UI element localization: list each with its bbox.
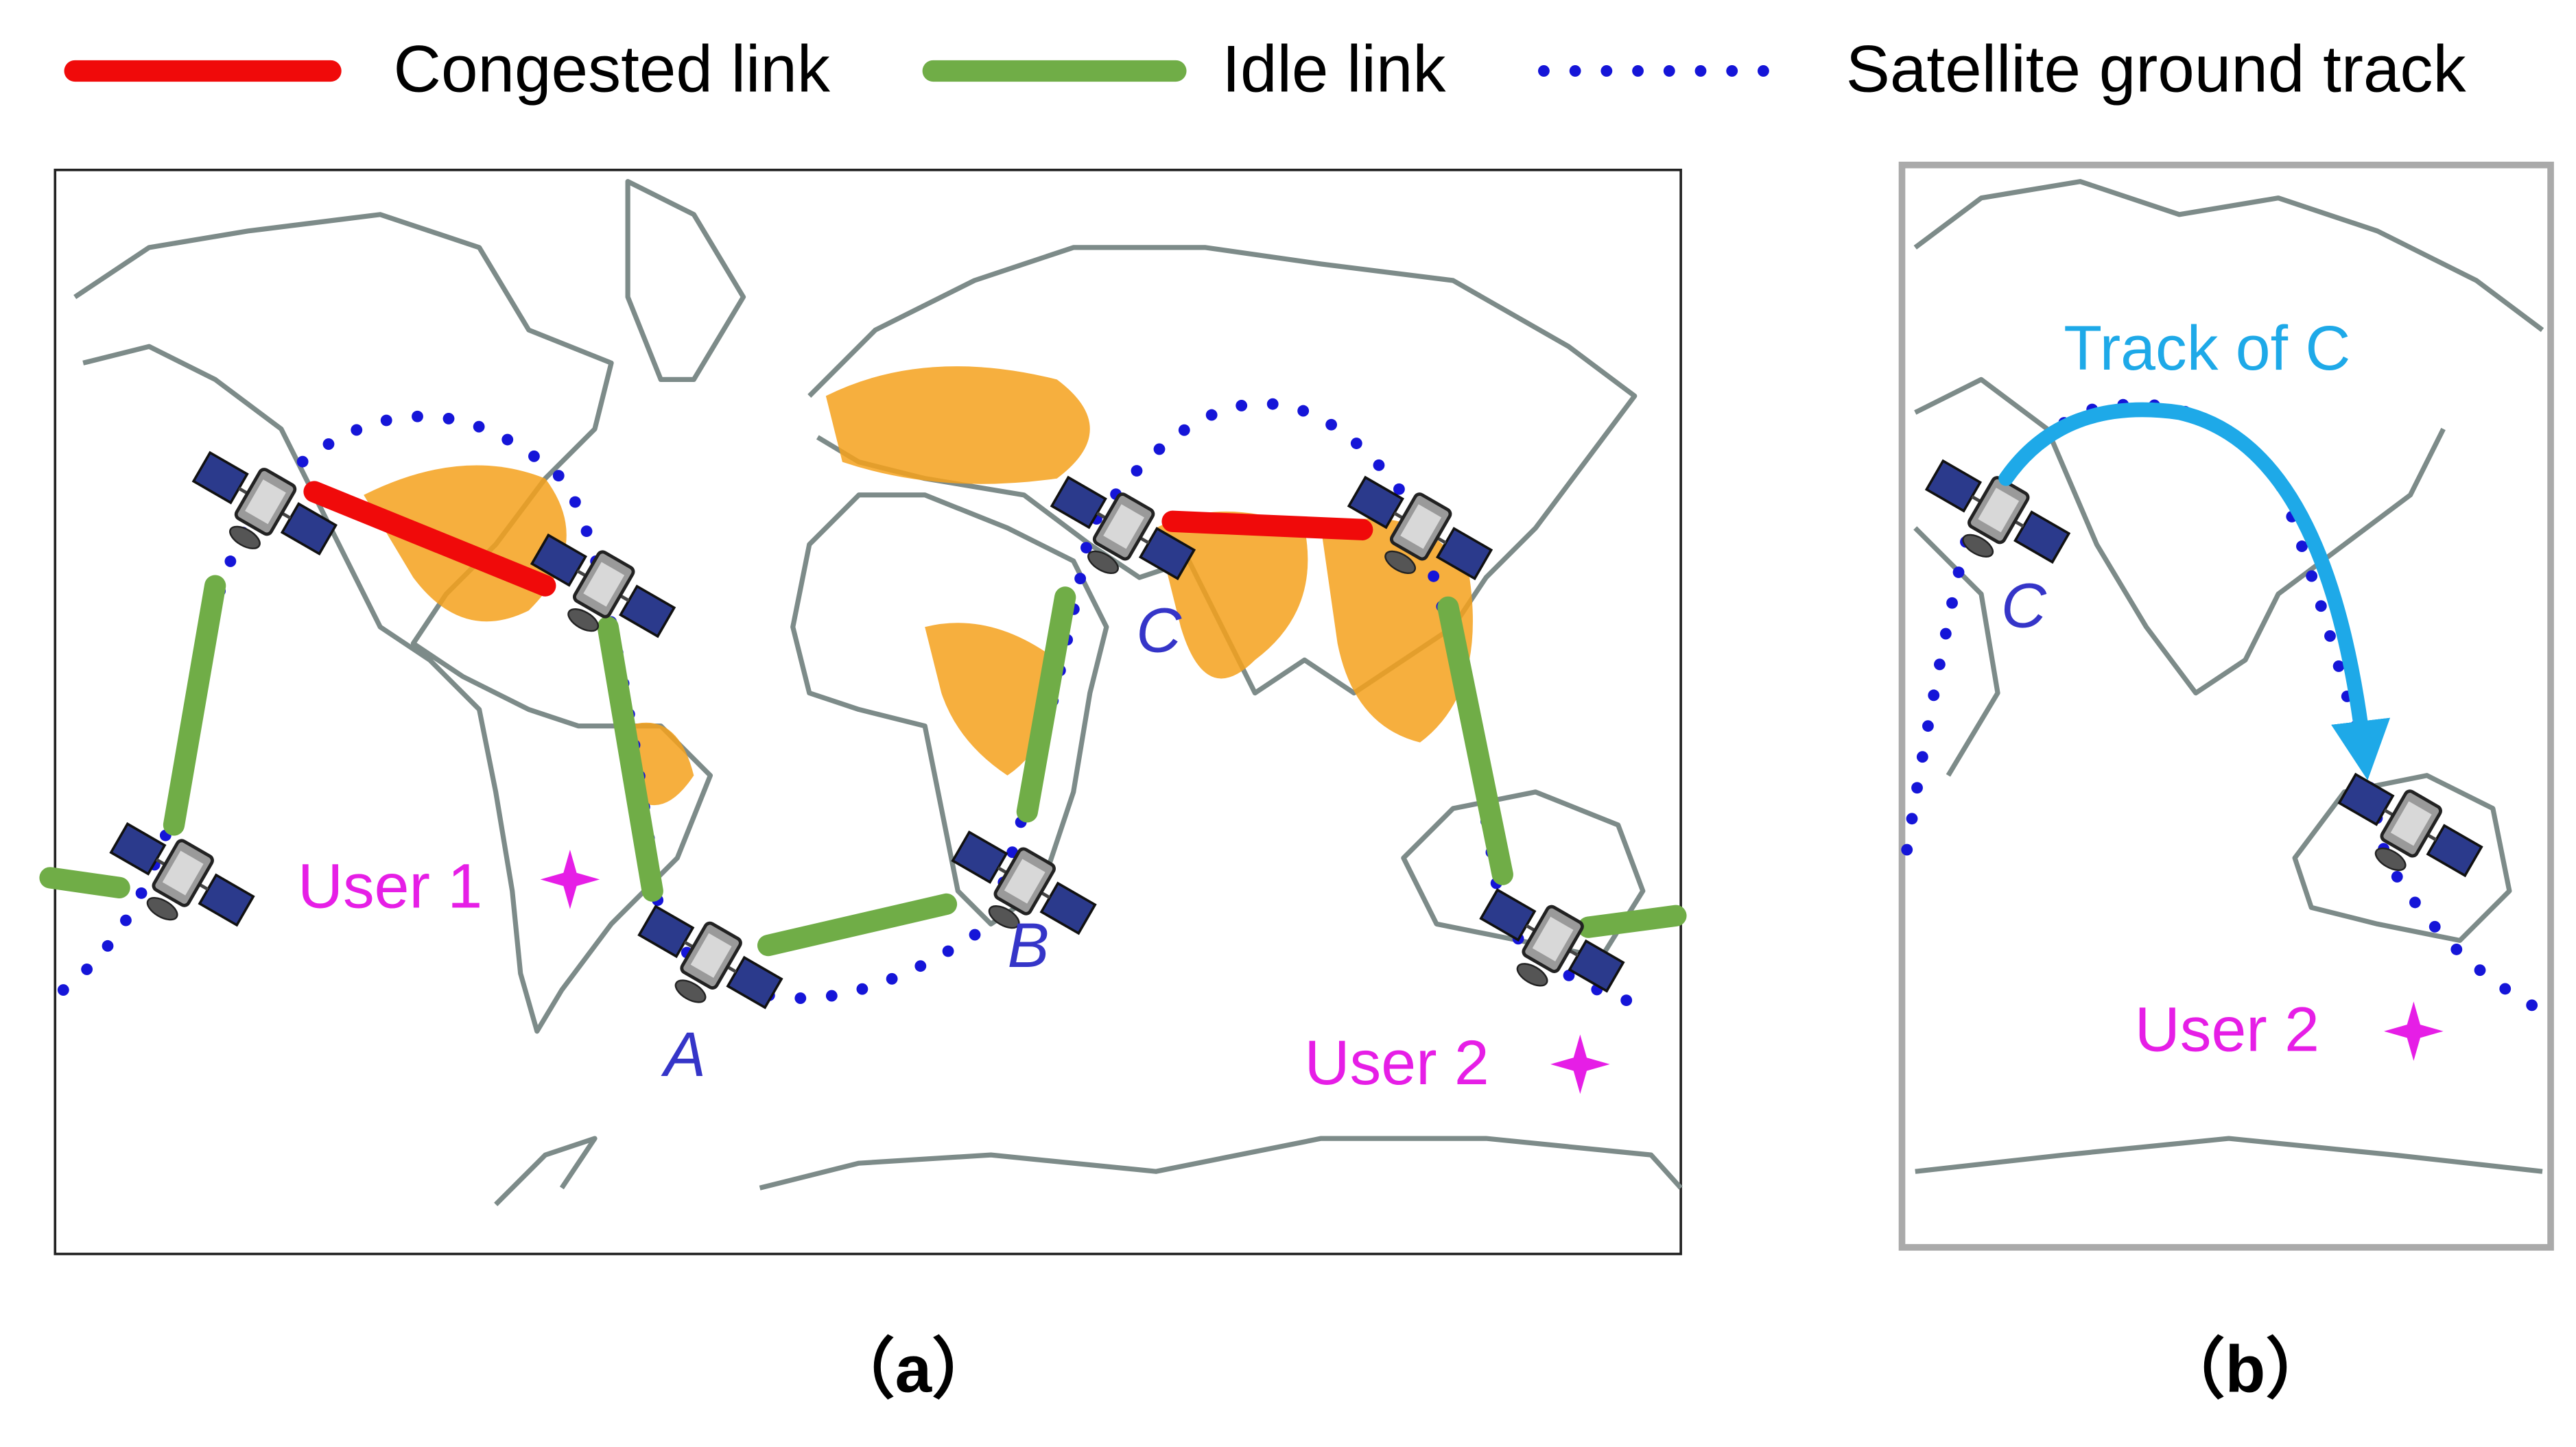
track-label: Track of C bbox=[2064, 313, 2350, 383]
satellite-label: C bbox=[2001, 571, 2047, 641]
user-label: User 2 bbox=[1305, 1028, 1489, 1098]
panel-frame bbox=[1898, 161, 2554, 1251]
caption: （a） bbox=[829, 1333, 997, 1407]
idle-link bbox=[1016, 586, 1076, 823]
idle-link bbox=[757, 893, 958, 957]
satellite-label: B bbox=[1007, 911, 1049, 981]
legend-label: Congested link bbox=[393, 33, 830, 106]
congested-link bbox=[1161, 510, 1373, 540]
satellite-label: A bbox=[661, 1020, 706, 1090]
congested-link bbox=[303, 481, 556, 597]
user-label: User 2 bbox=[2135, 995, 2319, 1065]
legend-label: Idle link bbox=[1222, 33, 1446, 106]
caption: （b） bbox=[2159, 1333, 2331, 1407]
panel-b: Track of C C User 2 （b） bbox=[1898, 161, 2554, 1407]
map bbox=[1913, 179, 2544, 1174]
ground-track bbox=[1901, 398, 2540, 1013]
legend: Congested link Idle link Satellite groun… bbox=[64, 33, 2467, 106]
idle-link bbox=[39, 867, 130, 899]
track-arrow bbox=[1998, 402, 2391, 780]
idle-link bbox=[1437, 596, 1513, 885]
idle-link bbox=[163, 575, 226, 836]
user-label: User 1 bbox=[298, 851, 482, 921]
idle-link bbox=[597, 616, 663, 902]
satellite-label: C bbox=[1136, 595, 1182, 665]
links bbox=[39, 481, 1687, 957]
legend-label: Satellite ground track bbox=[1846, 33, 2467, 106]
idle-link bbox=[1577, 905, 1687, 938]
panel-a: User 1 User 2 A B C （a） bbox=[39, 169, 1687, 1407]
